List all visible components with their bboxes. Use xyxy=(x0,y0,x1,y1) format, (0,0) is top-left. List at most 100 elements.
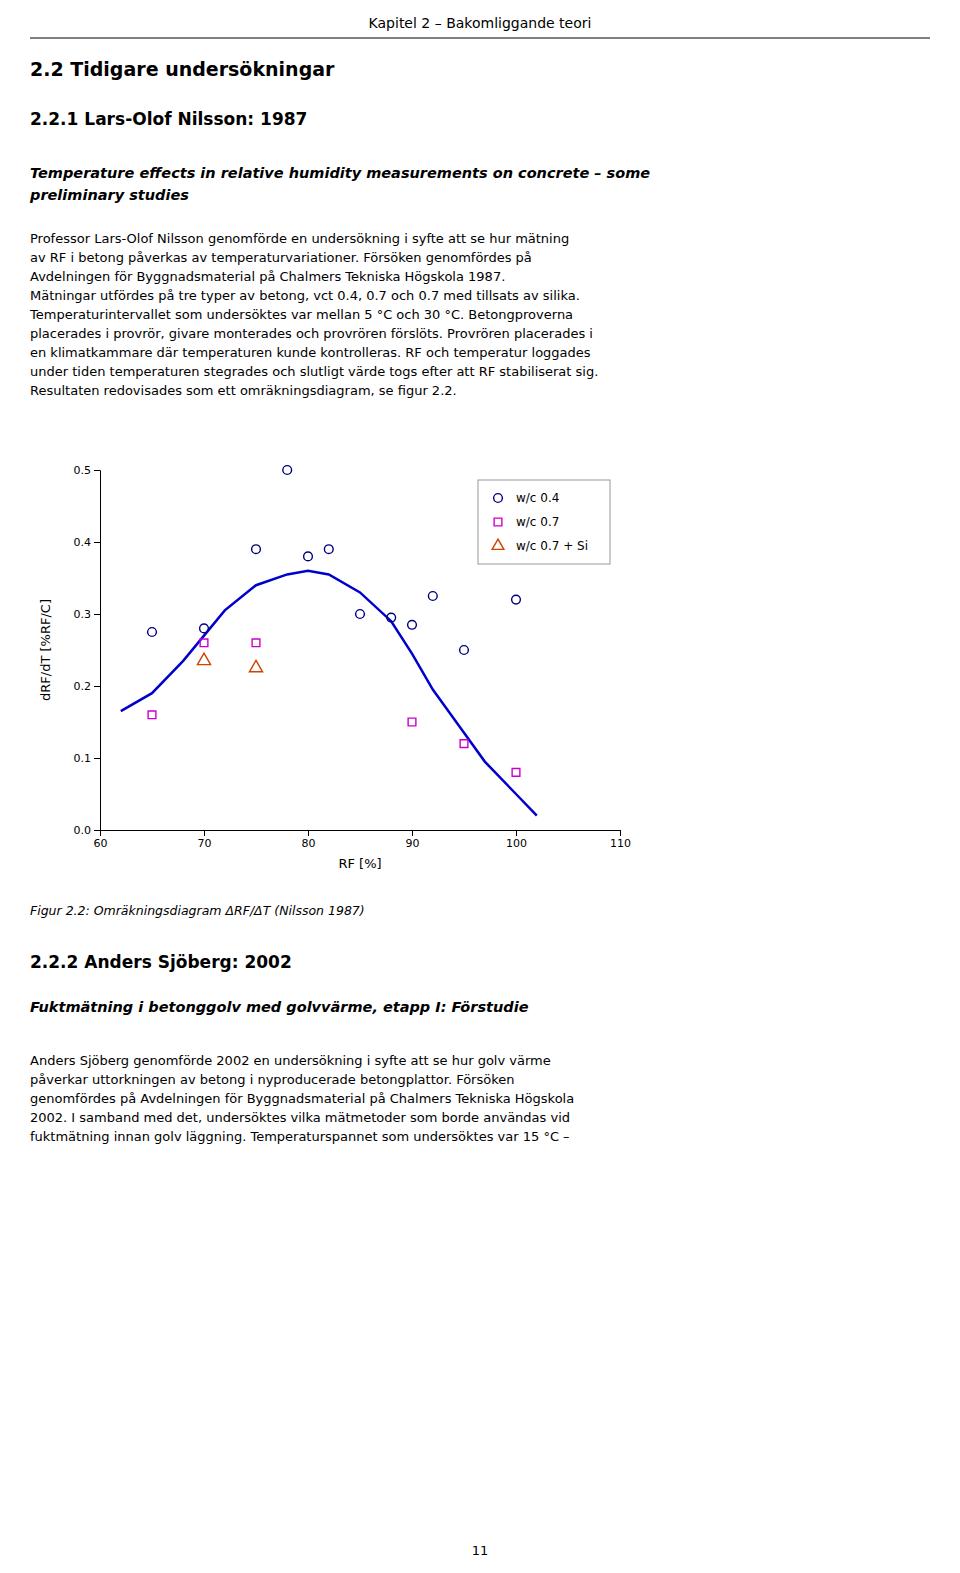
tick: 0.2 xyxy=(74,680,101,693)
legend-symbol xyxy=(494,494,503,503)
legend-symbol xyxy=(492,539,504,549)
y-axis: 0.0 0.1 0.2 0.3 0.4 0.5 xyxy=(74,464,101,837)
tick: 80 xyxy=(302,830,316,850)
legend-box xyxy=(478,480,610,564)
tick-label: 0.3 xyxy=(74,608,92,621)
section-header: 2.2 Tidigare undersökningar xyxy=(30,58,335,80)
body-line: Resultaten redovisades som ett omräkning… xyxy=(30,383,457,398)
tick-label: 0.2 xyxy=(74,680,92,693)
scatter-point xyxy=(200,639,208,647)
scatter-point xyxy=(408,620,417,629)
scatter-point xyxy=(387,613,396,622)
legend-label: w/c 0.7 xyxy=(516,515,559,529)
tick: 100 xyxy=(506,830,527,850)
scatter-point xyxy=(148,711,156,719)
tick-label: 80 xyxy=(302,837,316,850)
scatter-series xyxy=(148,466,521,655)
tick-label: 0.1 xyxy=(74,752,92,765)
italic-title: preliminary studies xyxy=(29,187,189,203)
tick-label: 0.5 xyxy=(74,464,92,477)
tick-label: 100 xyxy=(506,837,527,850)
tick-label: 70 xyxy=(198,837,212,850)
body-line: Professor Lars-Olof Nilsson genomförde e… xyxy=(30,231,569,246)
scatter-point xyxy=(252,545,261,554)
scatter-point xyxy=(148,628,157,637)
body-line: genomfördes på Avdelningen för Byggnadsm… xyxy=(30,1091,574,1106)
tick-mark xyxy=(412,830,413,836)
chart: 60 70 80 90 100 110 0.0 0.1 0.2 0.3 0.4 0.5 RF [%] dR… xyxy=(38,464,631,871)
italic-title: Fuktmätning i betonggolv med golvvärme, … xyxy=(30,999,529,1015)
section-header: 2.2.2 Anders Sjöberg: 2002 xyxy=(30,952,292,972)
tick: 70 xyxy=(198,830,212,850)
tick-mark xyxy=(94,542,100,543)
body-line: påverkar uttorkningen av betong i nyprod… xyxy=(30,1072,515,1087)
title-rule xyxy=(30,38,930,39)
figure-caption: Figur 2.2: Omräkningsdiagram ΔRF/ΔT (Nil… xyxy=(30,903,365,918)
tick-mark xyxy=(94,470,100,471)
scatter-point xyxy=(428,592,437,601)
fitted-curve xyxy=(121,571,537,816)
scatter-point xyxy=(356,610,365,619)
x-axis-title: RF [%] xyxy=(338,856,381,871)
legend-label: w/c 0.7 + Si xyxy=(516,539,588,553)
tick-mark xyxy=(620,830,621,836)
scatter-point xyxy=(200,624,209,633)
body-line: Avdelningen för Byggnadsmaterial på Chal… xyxy=(30,269,505,284)
tick: 0.0 xyxy=(74,824,101,837)
tick: 0.4 xyxy=(74,536,101,549)
scatter-point xyxy=(197,653,210,664)
tick-mark xyxy=(516,830,517,836)
tick: 0.3 xyxy=(74,608,101,621)
scatter-series xyxy=(197,653,262,672)
body-line: en klimatkammare där temperaturen kunde … xyxy=(30,345,591,360)
scatter-point xyxy=(460,646,469,655)
body-line: Mätningar utfördes på tre typer av beton… xyxy=(30,288,580,303)
body-line: av RF i betong påverkas av temperaturvar… xyxy=(30,250,532,265)
tick-label: 0.0 xyxy=(74,824,92,837)
tick: 90 xyxy=(406,830,420,850)
scatter-point xyxy=(512,769,520,777)
axis-domain xyxy=(94,471,101,831)
body-line: Anders Sjöberg genomförde 2002 en unders… xyxy=(30,1053,551,1068)
scatter-point xyxy=(249,660,262,671)
body-line: Temperaturintervallet som undersöktes va… xyxy=(29,307,573,322)
tick-mark xyxy=(94,614,100,615)
axis-domain xyxy=(101,831,621,837)
scatter-point xyxy=(283,466,292,475)
italic-title: Temperature effects in relative humidity… xyxy=(30,165,650,181)
tick-mark xyxy=(94,830,100,831)
tick: 0.5 xyxy=(74,464,101,477)
body-line: fuktmätning innan golv läggning. Tempera… xyxy=(30,1129,570,1144)
scatter-series xyxy=(148,639,520,776)
scatter-point xyxy=(408,718,416,726)
tick-mark xyxy=(308,830,309,836)
scatter-point xyxy=(324,545,333,554)
page: Kapitel 2 – Bakomliggande teori 2.2 Tidig… xyxy=(0,0,960,1573)
tick-label: 0.4 xyxy=(74,536,92,549)
y-axis-title: dRF/dT [%RF/C] xyxy=(38,599,53,701)
page-title: Kapitel 2 – Bakomliggande teori xyxy=(369,15,592,31)
tick-mark xyxy=(94,686,100,687)
body-line: under tiden temperaturen stegrades och s… xyxy=(30,364,598,379)
tick-mark xyxy=(204,830,205,836)
legend-label: w/c 0.4 xyxy=(516,491,559,505)
tick: 110 xyxy=(610,830,631,850)
tick: 60 xyxy=(94,830,108,850)
tick-mark xyxy=(94,758,100,759)
subsection-header: 2.2.1 Lars-Olof Nilsson: 1987 xyxy=(30,109,307,129)
page-number: 11 xyxy=(472,1543,489,1558)
scatter-point xyxy=(304,552,313,561)
x-axis: 60 70 80 90 100 110 xyxy=(94,830,632,850)
plot-marks xyxy=(121,466,537,816)
scatter-point xyxy=(460,740,468,748)
scatter-point xyxy=(512,595,521,604)
tick-label: 90 xyxy=(406,837,420,850)
tick-label: 110 xyxy=(610,837,631,850)
legend: w/c 0.4 w/c 0.7 w/c 0.7 + Si xyxy=(478,480,610,564)
legend-symbol xyxy=(494,518,502,526)
scatter-point xyxy=(252,639,260,647)
body-line: placerades i provrör, givare monterades … xyxy=(30,326,593,341)
body-line: 2002. I samband med det, undersöktes vil… xyxy=(30,1110,570,1125)
tick-label: 60 xyxy=(94,837,108,850)
tick: 0.1 xyxy=(74,752,101,765)
